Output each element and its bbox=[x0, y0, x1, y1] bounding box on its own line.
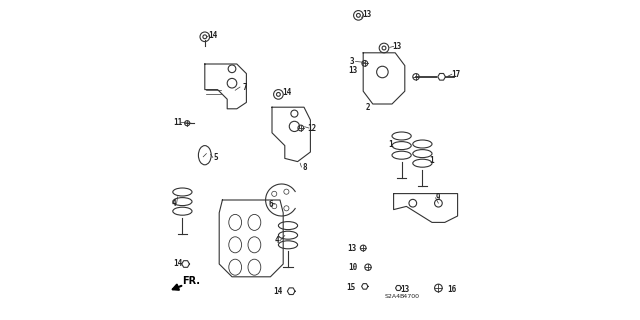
Text: 6: 6 bbox=[268, 200, 273, 209]
Text: 1: 1 bbox=[429, 156, 435, 165]
Polygon shape bbox=[287, 288, 295, 294]
Polygon shape bbox=[396, 285, 401, 291]
Text: 5: 5 bbox=[214, 153, 218, 162]
Text: 13: 13 bbox=[348, 244, 356, 253]
Text: 14: 14 bbox=[282, 88, 291, 97]
Text: 3: 3 bbox=[349, 57, 355, 66]
Text: FR.: FR. bbox=[182, 276, 200, 286]
Text: 7: 7 bbox=[243, 83, 247, 92]
Text: 9: 9 bbox=[436, 193, 441, 202]
Text: 16: 16 bbox=[447, 285, 456, 294]
Text: 4: 4 bbox=[171, 199, 176, 208]
Polygon shape bbox=[362, 284, 368, 289]
Text: 14: 14 bbox=[173, 259, 182, 268]
Text: 13: 13 bbox=[392, 42, 401, 51]
Text: 17: 17 bbox=[451, 70, 461, 79]
Text: 12: 12 bbox=[307, 124, 316, 132]
Text: 13: 13 bbox=[348, 66, 357, 75]
Text: 4: 4 bbox=[275, 236, 279, 245]
Text: 14: 14 bbox=[273, 287, 282, 296]
Text: 2: 2 bbox=[365, 103, 371, 112]
Text: 15: 15 bbox=[347, 284, 356, 292]
Text: B4700: B4700 bbox=[399, 293, 419, 299]
Text: 13: 13 bbox=[363, 10, 372, 19]
Polygon shape bbox=[438, 74, 445, 80]
Text: 11: 11 bbox=[173, 118, 182, 127]
Polygon shape bbox=[182, 261, 189, 267]
Text: 10: 10 bbox=[348, 263, 357, 272]
Text: S2A4: S2A4 bbox=[384, 293, 401, 299]
Text: 14: 14 bbox=[208, 31, 218, 40]
Text: 13: 13 bbox=[400, 285, 410, 294]
Text: 1: 1 bbox=[388, 140, 393, 149]
Text: 8: 8 bbox=[302, 163, 307, 172]
